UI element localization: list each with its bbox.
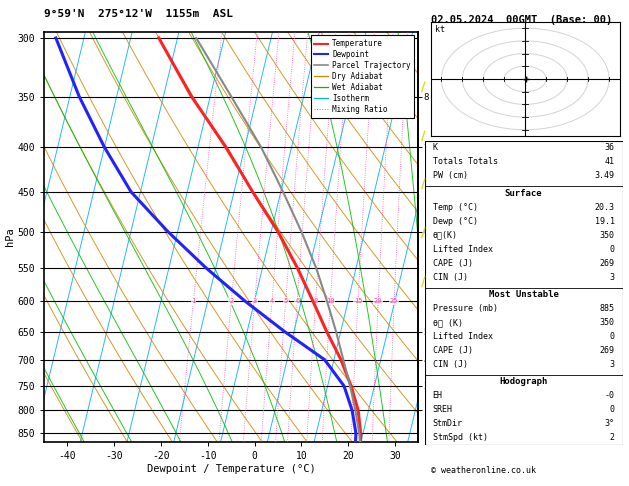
Text: CAPE (J): CAPE (J) <box>433 259 472 268</box>
Text: 4: 4 <box>270 298 274 304</box>
Text: 350: 350 <box>600 318 615 327</box>
Text: -0: -0 <box>605 391 615 400</box>
Text: 19.1: 19.1 <box>595 217 615 226</box>
Text: 36: 36 <box>605 143 615 153</box>
Text: 1: 1 <box>191 298 196 304</box>
Text: Surface: Surface <box>505 189 542 198</box>
Text: 350: 350 <box>600 231 615 240</box>
Text: Dewp (°C): Dewp (°C) <box>433 217 477 226</box>
Text: 0: 0 <box>610 244 615 254</box>
Text: ∕: ∕ <box>421 276 426 288</box>
Text: 10: 10 <box>326 298 335 304</box>
Legend: Temperature, Dewpoint, Parcel Trajectory, Dry Adiabat, Wet Adiabat, Isotherm, Mi: Temperature, Dewpoint, Parcel Trajectory… <box>311 35 415 118</box>
Text: ∕: ∕ <box>421 227 426 240</box>
Text: SREH: SREH <box>433 405 452 414</box>
Text: 6: 6 <box>295 298 299 304</box>
Text: 02.05.2024  00GMT  (Base: 00): 02.05.2024 00GMT (Base: 00) <box>431 15 612 25</box>
Text: 3.49: 3.49 <box>595 172 615 180</box>
Text: ∕: ∕ <box>421 81 426 94</box>
Text: StmSpd (kt): StmSpd (kt) <box>433 433 487 442</box>
Text: Most Unstable: Most Unstable <box>489 290 559 299</box>
Text: 3: 3 <box>253 298 257 304</box>
Text: 5: 5 <box>284 298 288 304</box>
Text: ∕: ∕ <box>421 178 426 191</box>
Text: 0: 0 <box>610 405 615 414</box>
Text: Lifted Index: Lifted Index <box>433 332 493 341</box>
Text: km
ASL: km ASL <box>431 32 447 51</box>
Text: StmDir: StmDir <box>433 419 462 428</box>
Text: 0: 0 <box>610 332 615 341</box>
Text: Hodograph: Hodograph <box>499 377 548 386</box>
Text: EH: EH <box>433 391 442 400</box>
Text: θᴄ(K): θᴄ(K) <box>433 231 457 240</box>
Text: CIN (J): CIN (J) <box>433 273 467 281</box>
Text: Temp (°C): Temp (°C) <box>433 203 477 212</box>
Text: ∕: ∕ <box>421 130 426 142</box>
Text: LCL: LCL <box>430 433 445 442</box>
Text: 3°: 3° <box>605 419 615 428</box>
Text: 25: 25 <box>390 298 398 304</box>
Y-axis label: hPa: hPa <box>4 227 14 246</box>
Text: 269: 269 <box>600 346 615 355</box>
Text: CIN (J): CIN (J) <box>433 360 467 369</box>
Text: θᴄ (K): θᴄ (K) <box>433 318 462 327</box>
Text: 41: 41 <box>605 157 615 166</box>
Text: 885: 885 <box>600 304 615 313</box>
Text: K: K <box>433 143 438 153</box>
Text: PW (cm): PW (cm) <box>433 172 467 180</box>
Text: Pressure (mb): Pressure (mb) <box>433 304 498 313</box>
X-axis label: Dewpoint / Temperature (°C): Dewpoint / Temperature (°C) <box>147 464 316 474</box>
Text: 20: 20 <box>374 298 382 304</box>
Text: 3: 3 <box>610 273 615 281</box>
Text: 9°59'N  275°12'W  1155m  ASL: 9°59'N 275°12'W 1155m ASL <box>44 9 233 19</box>
Text: CAPE (J): CAPE (J) <box>433 346 472 355</box>
Text: 2: 2 <box>229 298 233 304</box>
Text: Totals Totals: Totals Totals <box>433 157 498 166</box>
Text: 15: 15 <box>353 298 362 304</box>
Text: kt: kt <box>435 25 445 35</box>
Text: 3: 3 <box>610 360 615 369</box>
Text: Lifted Index: Lifted Index <box>433 244 493 254</box>
FancyBboxPatch shape <box>425 141 623 445</box>
Text: 8: 8 <box>313 298 318 304</box>
Text: 269: 269 <box>600 259 615 268</box>
Text: © weatheronline.co.uk: © weatheronline.co.uk <box>431 466 536 475</box>
Text: 20.3: 20.3 <box>595 203 615 212</box>
Text: 2: 2 <box>610 433 615 442</box>
